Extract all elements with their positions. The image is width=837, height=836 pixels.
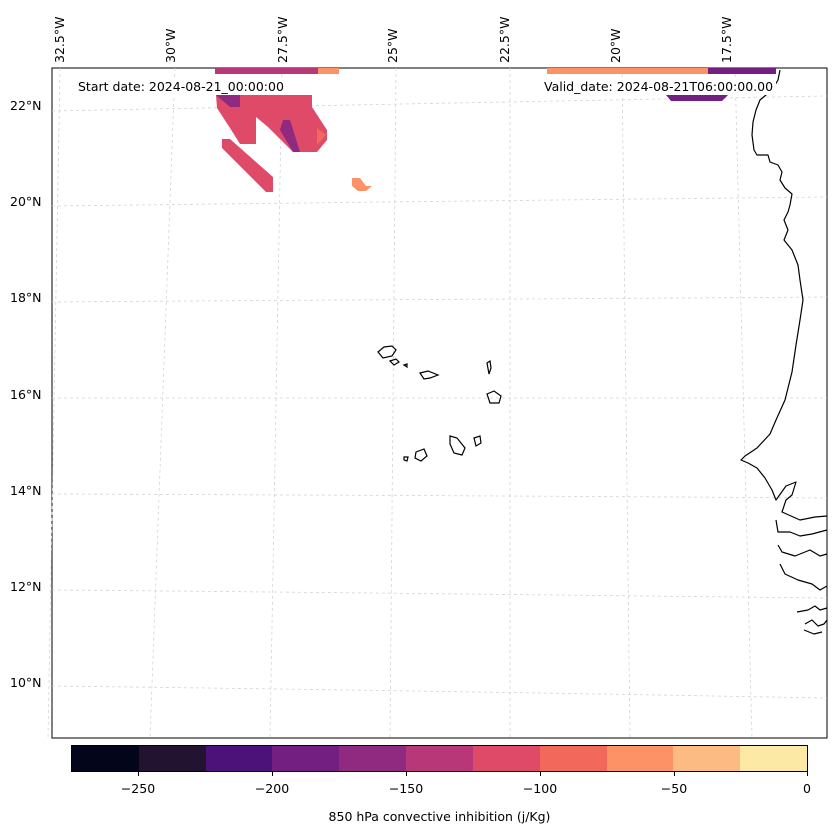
island-sao-vicente [388,358,400,366]
lon-label-30w: 30°W [163,28,178,63]
colorbar-segment [138,746,206,771]
colorbar-segment [740,746,807,771]
cin-region-ne [666,95,728,101]
africa-coastline [740,69,828,521]
lon-label-27-5w: 27.5°W [275,16,290,63]
cin-fill-strip-ne [547,68,776,74]
lat-label-20n: 20°N [10,194,42,209]
colorbar-tick [272,772,273,776]
colorbar-tick [540,772,541,776]
colorbar-segment [606,746,674,771]
colorbar-tick [674,772,675,776]
lon-label-20w: 20°W [608,28,623,63]
colorbar-segment [205,746,273,771]
colorbar-segment [272,746,340,771]
map-frame [51,67,828,739]
island-sao-nicolau [419,370,440,380]
lon-label-17-5w: 17.5°W [719,16,734,63]
colorbar-tick-label: −50 [660,781,688,796]
cin-fill-strip-nw-weak [318,68,339,74]
cin-region-strong-2 [280,120,300,152]
island-santa-luzia [402,363,408,369]
cin-region-band [222,139,273,192]
island-fogo [414,448,428,462]
colorbar-segment [539,746,607,771]
lon-label-32-5w: 32.5°W [52,16,67,63]
lat-label-12n: 12°N [10,579,42,594]
gridlines [47,67,828,739]
colorbar [71,745,808,772]
cin-region-weak-1 [317,128,326,145]
cape-verde-islands [377,345,502,462]
lat-label-14n: 14°N [10,483,42,498]
cin-fill-strip-nw [215,68,339,74]
cin-region-small [352,178,372,191]
island-santiago [449,435,466,456]
cin-contours [215,68,776,192]
colorbar-tick-label: −200 [254,781,290,796]
colorbar-tick-label: −150 [388,781,424,796]
colorbar-segment [339,746,407,771]
valid-date-label: Valid_date: 2024-08-21T06:00:00.00 [541,78,777,95]
island-boa-vista [486,390,502,404]
cin-region-strong-1 [216,95,240,107]
colorbar-segment [406,746,473,771]
colorbar-segment [673,746,741,771]
colorbar-tick-label: −250 [120,781,156,796]
island-santo-antao [377,345,397,359]
colorbar-tick-label: −100 [522,781,558,796]
lat-label-10n: 10°N [10,675,42,690]
colorbar-segment [472,746,540,771]
colorbar-segment [72,746,139,771]
colorbar-tick [406,772,407,776]
colorbar-tick [138,772,139,776]
lat-label-16n: 16°N [10,387,42,402]
coastlines [740,69,828,635]
lon-label-25w: 25°W [385,28,400,63]
lon-label-22-5w: 22.5°W [497,16,512,63]
cin-fill-strip-ne-strong [708,68,776,74]
colorbar-title: 850 hPa convective inhibition (j/Kg) [328,809,551,824]
island-maio [473,435,482,447]
colorbar-tick-label: 0 [803,781,811,796]
island-brava [403,456,409,462]
island-sal [486,359,492,375]
lat-label-18n: 18°N [10,290,42,305]
lat-label-22n: 22°N [10,98,42,113]
start-date-label: Start date: 2024-08-21_00:00:00 [75,78,287,95]
colorbar-tick [807,772,808,776]
cin-region-main [216,95,327,152]
